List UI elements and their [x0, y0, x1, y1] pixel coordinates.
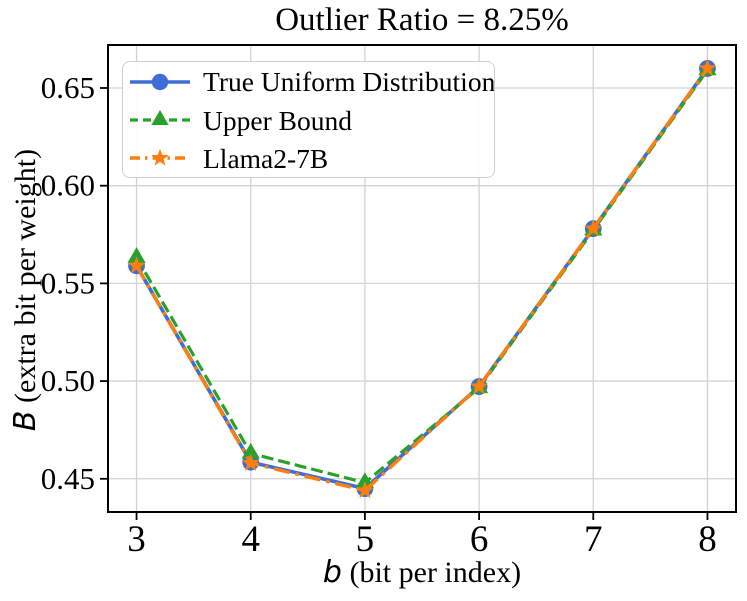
y-tick-label: 0.55: [41, 265, 95, 300]
legend: True Uniform Distribution Upper Bound Llam…: [122, 61, 495, 178]
y-axis-label: B (extra bit per weight): [8, 70, 43, 510]
x-tick-label: 6: [470, 519, 489, 560]
data-point-star: [241, 453, 260, 471]
x-tick-label: 5: [356, 519, 375, 560]
y-axis-label-text: (extra bit per weight): [9, 148, 42, 411]
legend-item-0: True Uniform Distribution: [129, 63, 494, 101]
y-tick-label: 0.60: [41, 168, 95, 203]
chart-title: Outlier Ratio = 8.25%: [275, 2, 569, 38]
data-point-star: [470, 377, 489, 395]
legend-sample-triangle-up-icon: [130, 110, 190, 126]
legend-sample-star-icon: [130, 149, 190, 166]
x-axis-label-text: (bit per index): [341, 556, 522, 589]
legend-item-1: Upper Bound: [129, 101, 494, 139]
data-point-star: [698, 59, 717, 77]
x-axis-label: b (bit per index): [108, 555, 736, 591]
x-tick-label: 8: [698, 519, 717, 560]
legend-label: Llama2-7B: [203, 142, 329, 174]
legend-item-2: Llama2-7B: [129, 139, 494, 177]
data-point-star: [584, 219, 603, 237]
x-tick-label: 4: [241, 519, 260, 560]
legend-sample-circle-icon: [130, 73, 190, 91]
data-point-star: [127, 256, 146, 274]
y-tick-label: 0.65: [41, 70, 95, 105]
legend-label: Upper Bound: [203, 104, 352, 136]
data-point-triangle-up: [127, 247, 146, 263]
data-point-triangle-up: [355, 472, 374, 488]
legend-label: True Uniform Distribution: [203, 66, 495, 98]
y-axis-variable: B: [8, 410, 43, 432]
x-tick-label: 7: [584, 519, 603, 560]
y-tick-label: 0.50: [41, 363, 95, 398]
x-tick-label: 3: [127, 519, 146, 560]
x-axis-variable: b: [322, 555, 342, 590]
plot-border: [107, 44, 737, 513]
series-line-2: [135, 67, 709, 493]
data-point-triangle-up: [241, 442, 260, 459]
data-point-star: [355, 481, 374, 499]
y-tick-label: 0.45: [41, 461, 95, 496]
